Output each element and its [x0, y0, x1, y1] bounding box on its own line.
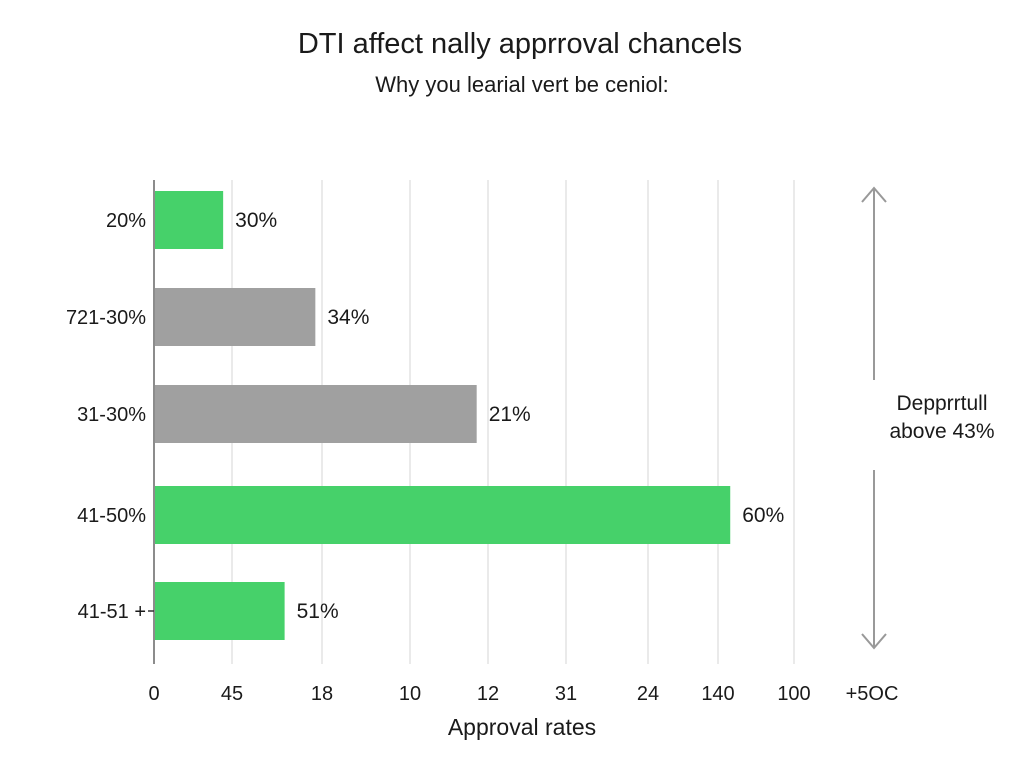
bar-value-label: 34% — [327, 306, 369, 329]
annotation-text: above 43% — [889, 420, 994, 443]
x-tick-label: +5OC — [846, 683, 899, 705]
bar-value-label: 21% — [489, 403, 531, 426]
bar-value-label: 51% — [297, 600, 339, 623]
bar-value-label: 30% — [235, 209, 277, 232]
annotation-arrowhead-up — [861, 186, 887, 203]
x-axis-label: Approval rates — [448, 714, 596, 740]
category-label: 31-30% — [77, 404, 146, 426]
chart-subtitle: Why you learial vert be ceniol: — [375, 72, 669, 97]
bar-4 — [155, 582, 285, 640]
x-tick-label: 31 — [555, 683, 577, 705]
annotation-text: Depprrtull — [896, 392, 987, 415]
category-label: 41-50% — [77, 505, 146, 527]
labels: 30% 20% 34% 721-30% 21% 31-30% 60% 41-50% 51% 41-… — [66, 209, 784, 623]
bars — [155, 191, 731, 640]
x-tick-label: 12 — [477, 683, 499, 705]
category-label: 20% — [106, 210, 146, 232]
x-tick-label: 10 — [399, 683, 421, 705]
bar-0 — [155, 191, 224, 249]
x-tick-label: 100 — [777, 683, 810, 705]
chart-title: DTI affect nally apprroval chancels — [297, 28, 743, 60]
x-tick-label: 24 — [637, 683, 659, 705]
annotation-arrowhead-down — [861, 633, 887, 650]
x-tick-label: 140 — [701, 683, 734, 705]
category-label: 721-30% — [66, 307, 146, 329]
x-tick-label: 18 — [311, 683, 333, 705]
annotation: Depprrtull above 43% — [861, 186, 995, 650]
bar-3 — [155, 486, 731, 544]
bar-value-label: 60% — [742, 504, 784, 527]
bar-1 — [155, 288, 316, 346]
x-tick-label: 45 — [221, 683, 243, 705]
bar-2 — [155, 385, 477, 443]
category-label: 41-51 + — [78, 601, 146, 623]
axes: 0 45 18 10 12 31 24 140 100 +5OC Approval rates — [148, 180, 898, 740]
x-tick-label: 0 — [148, 683, 159, 705]
